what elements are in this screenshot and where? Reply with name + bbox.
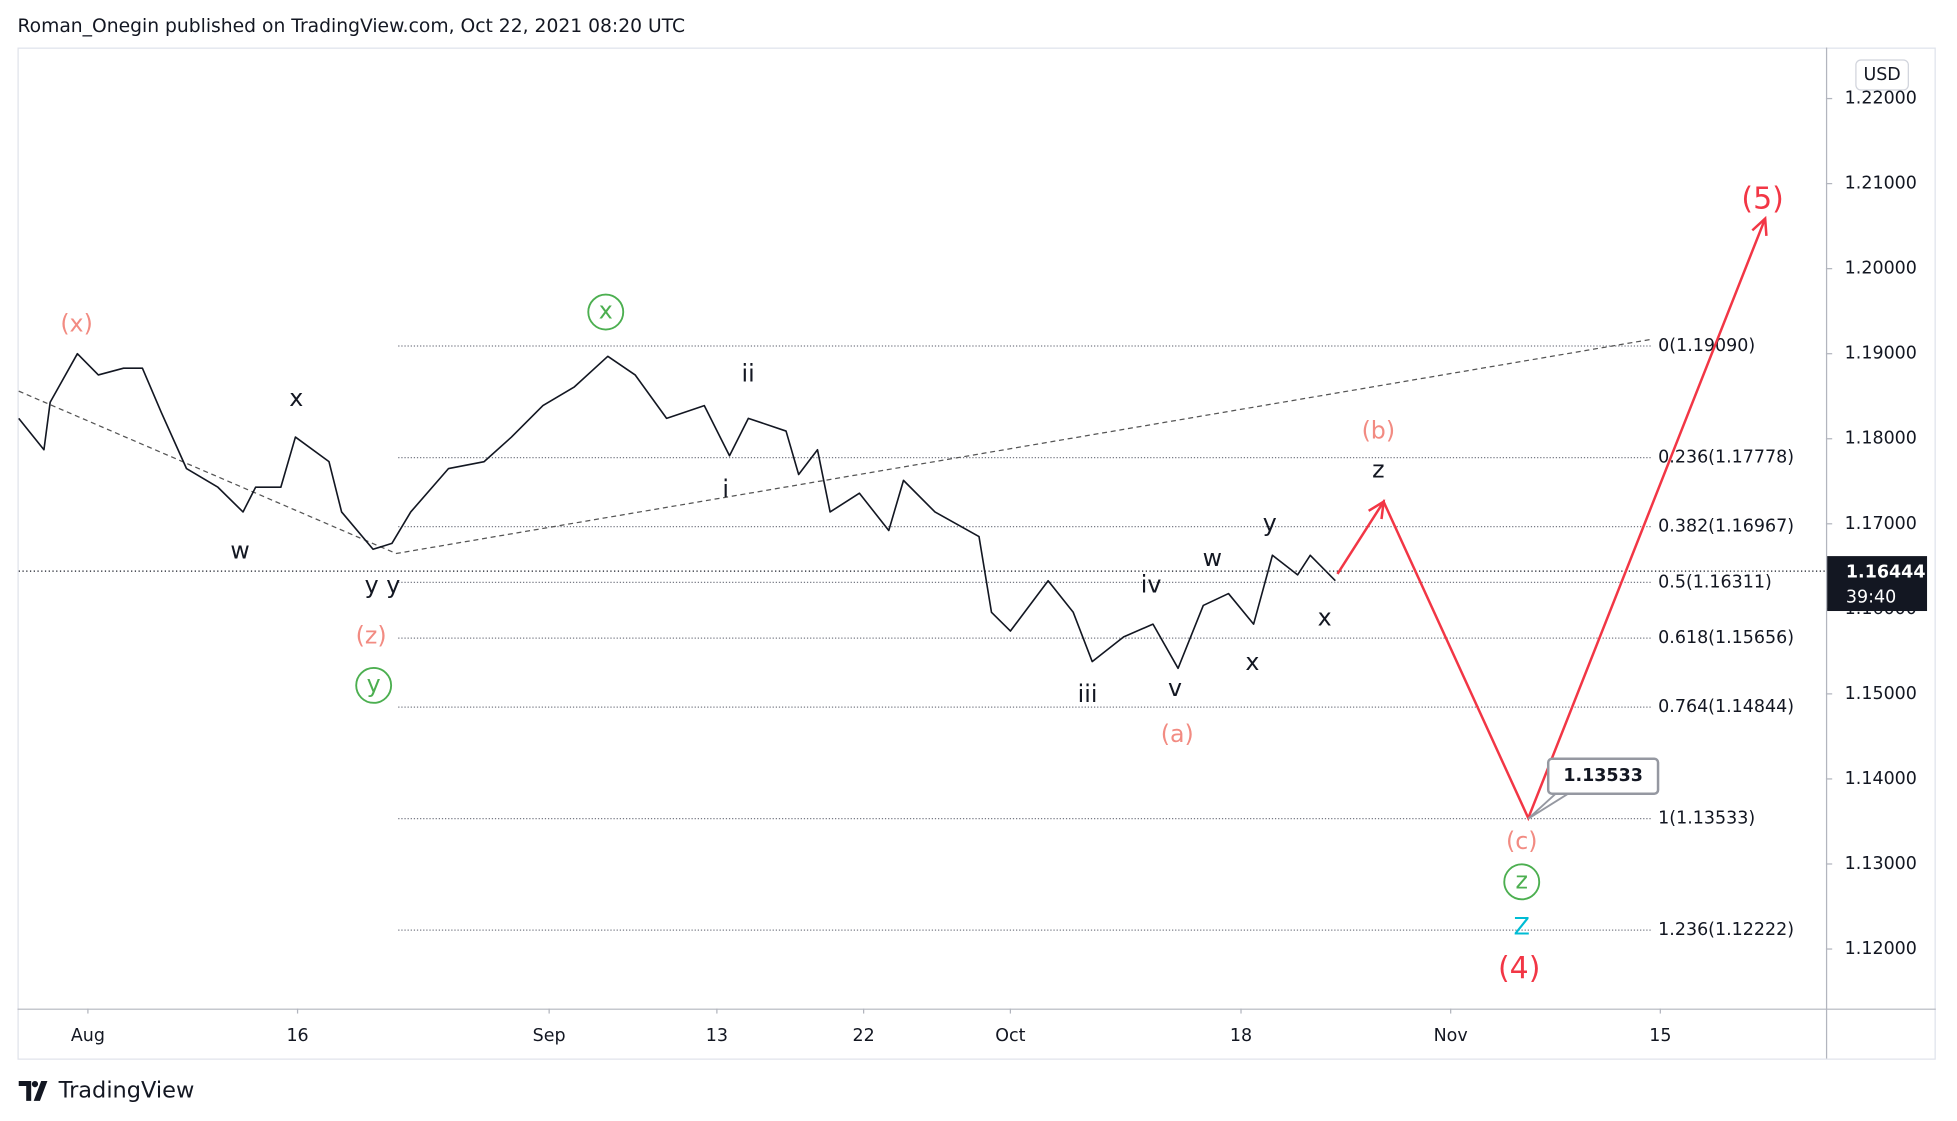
x-tick-label: Sep [533,1026,566,1046]
wave-label: y [1263,509,1277,537]
wave-label: (4) [1498,951,1540,986]
target-box [1546,757,1660,795]
fib-label: 0.5(1.16311) [1658,572,1772,592]
wave-label: i [722,475,729,503]
x-tick-label: 22 [853,1026,875,1046]
wave-label: x [289,384,303,412]
projection [1336,218,1767,822]
last-price-tag [1827,556,1928,612]
wave-label: (a) [1161,720,1194,748]
x-tick-label: 16 [286,1026,308,1046]
wave-label: x [1318,604,1332,632]
wave-label: z [1372,456,1384,484]
wave-label: w [230,536,249,564]
header: Roman_Onegin published on TradingView.co… [17,16,685,37]
arrowhead [1368,499,1386,520]
price-line [18,352,1336,670]
wave-label: w [1203,544,1222,572]
x-tick-label: Nov [1434,1026,1468,1046]
y-tick-label: 1.12000 [1845,939,1917,959]
fib-label: 0.764(1.14844) [1658,697,1794,717]
chart-frame [17,47,1936,1060]
wave-label: Z [1514,912,1530,940]
wave-circle [587,293,625,331]
fib-label: 1.236(1.12222) [1658,920,1794,940]
fib-label: 1(1.13533) [1658,809,1755,829]
fib-label: 0(1.19090) [1658,336,1755,356]
wave-label: (c) [1506,827,1538,855]
countdown: 39:40 [1846,587,1896,607]
fib-label: 0.236(1.17778) [1658,448,1794,468]
trendline [18,338,1653,555]
wave-label: (b) [1362,416,1396,444]
wave-label: v [1168,674,1182,702]
wave-label: y y [365,571,401,599]
y-tick-label: 1.17000 [1845,514,1917,534]
x-tick-label: Aug [71,1026,105,1046]
y-tick-label: 1.20000 [1845,259,1917,279]
target-label: 1.13533 [1563,766,1643,786]
y-tick-label: 1.21000 [1845,174,1917,194]
wave-label: iv [1141,570,1162,598]
wave-label: ii [742,359,755,387]
arrowhead [1751,215,1768,236]
y-tick-label: 1.18000 [1845,429,1917,449]
wave-label: x [1245,648,1259,676]
y-tick-label: 1.13000 [1845,854,1917,874]
y-tick-label: 1.15000 [1845,684,1917,704]
tradingview-logo [18,1080,48,1101]
wave-label: (x) [60,309,93,337]
y-tick-label: 1.14000 [1845,769,1917,789]
fib-label: 0.618(1.15656) [1658,628,1794,648]
last-price-label: 1.16444 [1846,562,1926,582]
wave-label: (z) [356,621,387,649]
wave-label: z [1516,866,1528,894]
currency: USD [1863,65,1900,85]
currency-box [1855,59,1909,91]
wave-label: y [367,670,381,698]
wave-circle [355,666,393,704]
wave-circle [1503,863,1541,901]
wave-label: iii [1078,680,1098,708]
fib-label: 0.382(1.16967) [1658,517,1794,537]
x-tick-label: Oct [995,1026,1025,1046]
wave-label: (5) [1741,181,1783,216]
y-tick-label: 1.22000 [1845,89,1917,109]
x-tick-label: 18 [1230,1026,1252,1046]
footer: TradingView [58,1077,195,1103]
y-tick-label: 1.19000 [1845,344,1917,364]
wave-label: x [599,297,613,325]
x-tick-label: 15 [1649,1026,1671,1046]
x-tick-label: 13 [706,1026,728,1046]
